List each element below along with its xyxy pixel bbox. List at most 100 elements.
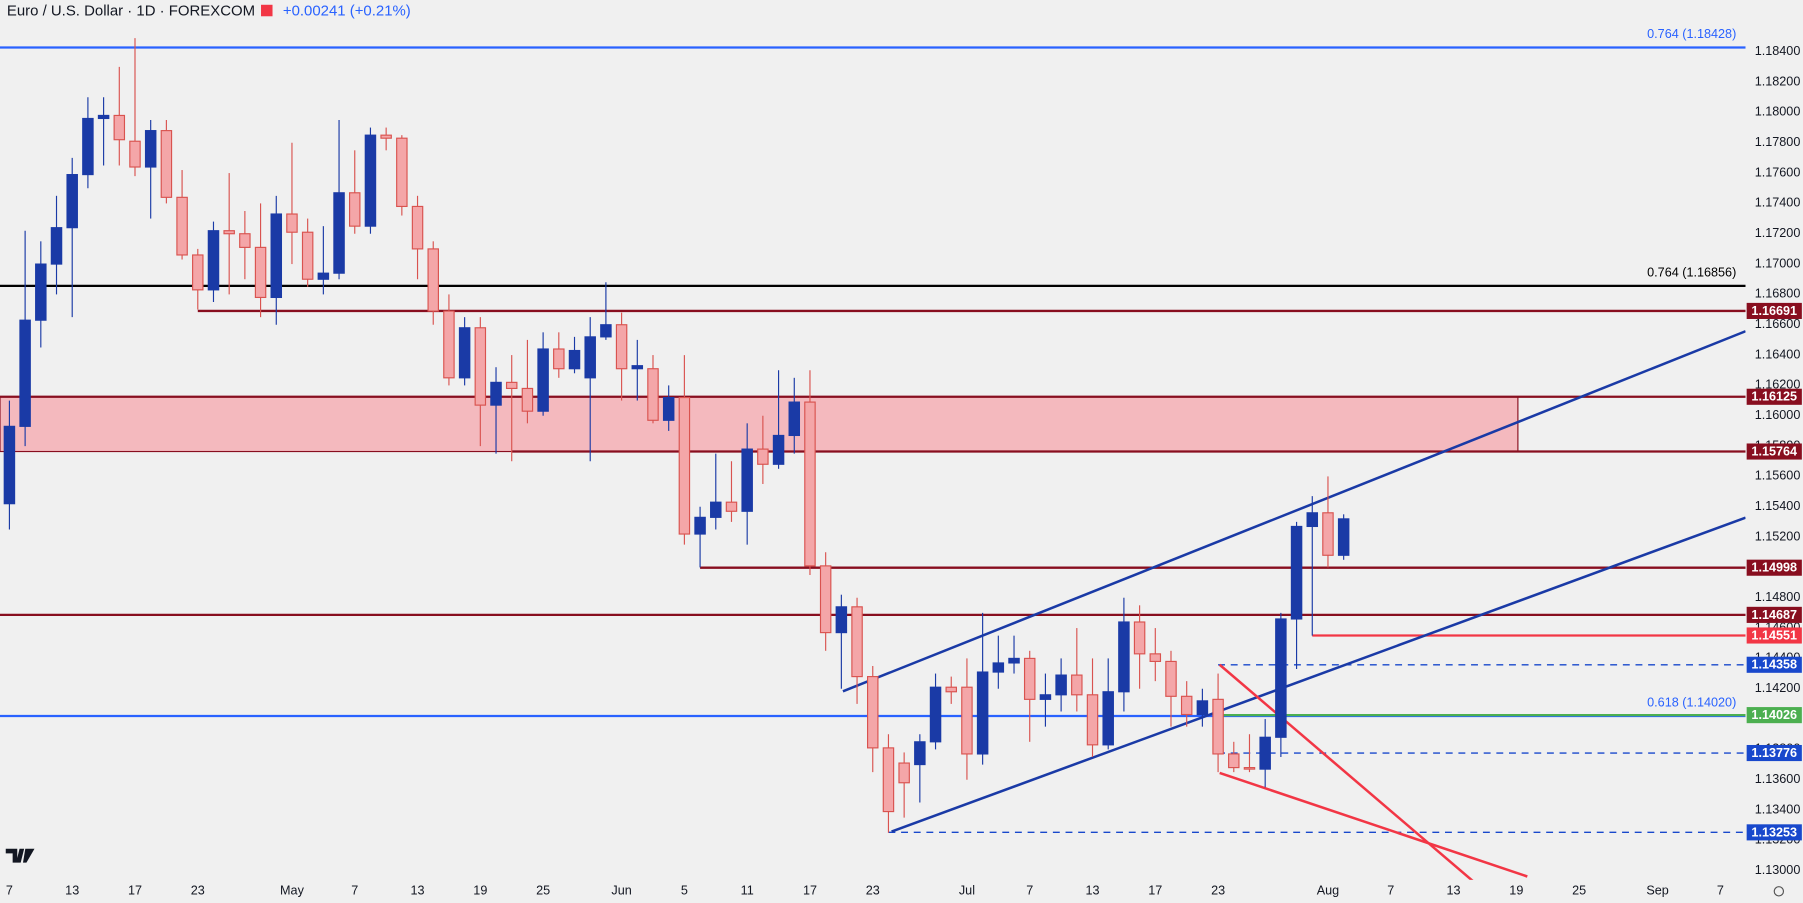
candle-body (144, 130, 157, 168)
x-tick-label: 17 (803, 884, 817, 898)
candle-body (160, 130, 173, 198)
y-tick-label: 1.18400 (1755, 44, 1801, 58)
price-tag (1746, 302, 1802, 319)
candle-body (584, 336, 596, 379)
y-tick-label: 1.16200 (1755, 378, 1801, 392)
flag-icon (261, 4, 273, 17)
y-tick-label: 1.17600 (1755, 165, 1801, 179)
candle-body (1071, 674, 1083, 696)
price-tag-label: 1.13253 (1751, 825, 1797, 839)
candle-body (19, 319, 31, 427)
candle-body (474, 327, 487, 406)
x-tick-label: 13 (411, 884, 425, 898)
candle-body (286, 213, 298, 233)
y-tick-label: 1.13400 (1755, 802, 1801, 816)
price-tag (1746, 559, 1802, 576)
price-tag (1746, 627, 1802, 644)
candle-body (490, 381, 502, 406)
x-tick-label: 23 (191, 884, 205, 898)
candle-body (725, 501, 738, 512)
candle-body (113, 114, 126, 141)
x-tick-label: 17 (128, 884, 142, 898)
candle-body (239, 233, 251, 248)
x-tick-label: 7 (351, 884, 358, 898)
candle-body (741, 448, 753, 512)
price-tag (1746, 388, 1802, 405)
y-tick-label: 1.15400 (1755, 499, 1801, 513)
x-tick-label: 13 (1085, 884, 1099, 898)
candle-body (961, 686, 973, 755)
candle-body (223, 230, 235, 235)
x-tick-label: 7 (1026, 884, 1033, 898)
price-tag (1746, 824, 1802, 841)
candle-body (835, 606, 848, 634)
x-tick-label: 11 (741, 884, 754, 898)
candle-body (505, 381, 518, 390)
fib-label: 0.764 (1.18428) (1647, 27, 1736, 41)
y-tick-label: 1.15200 (1755, 529, 1801, 543)
candle-body (631, 365, 644, 370)
x-tick-label: 7 (1387, 884, 1394, 898)
y-tick-label: 1.17000 (1755, 256, 1801, 270)
candle-body (898, 762, 910, 784)
candle-body (1196, 700, 1209, 716)
candle-body (1212, 698, 1224, 755)
y-tick-label: 1.14200 (1755, 681, 1801, 695)
x-tick-label: 23 (1211, 884, 1225, 898)
candle-body (537, 348, 549, 412)
candle-body (317, 272, 330, 280)
resistance-zone (0, 396, 1519, 453)
price-tag (1746, 656, 1802, 673)
y-tick-label: 1.18000 (1755, 105, 1801, 119)
candle-body (270, 213, 283, 299)
y-tick-label: 1.17200 (1755, 226, 1801, 240)
x-tick-label: 19 (473, 884, 487, 898)
candle-body (82, 117, 94, 176)
x-tick-label: Jul (959, 884, 975, 898)
price-tag-label: 1.13776 (1751, 746, 1797, 760)
candle-body (521, 387, 534, 412)
candle-body (710, 501, 722, 518)
x-tick-label: 7 (1717, 884, 1724, 898)
y-tick-label: 1.13000 (1755, 863, 1801, 877)
price-axis: 1.18400 1.18200 1.18000 1.17800 1.17600 1.174… (1746, 44, 1802, 877)
candle-body (458, 327, 471, 379)
candle-body (553, 348, 565, 370)
x-tick-label: May (280, 884, 305, 898)
candle-body (35, 263, 47, 321)
candle-body (50, 227, 63, 265)
y-tick-label: 1.17400 (1755, 196, 1801, 210)
candle-body (207, 230, 220, 291)
candle-body (333, 192, 345, 274)
candle-body (757, 448, 769, 465)
y-tick-label: 1.16800 (1755, 287, 1801, 301)
candle-body (851, 606, 863, 678)
candle-body (772, 434, 785, 465)
price-change: +0.00241 (+0.21%) (283, 3, 411, 20)
fib-label: 0.764 (1.16856) (1647, 266, 1736, 280)
x-tick-label: 13 (65, 884, 79, 898)
price-tag-label: 1.14358 (1751, 658, 1797, 672)
candle-body (1337, 518, 1350, 556)
candle-body (1275, 618, 1287, 738)
price-tag (1746, 744, 1802, 762)
candle-body (364, 134, 377, 227)
candle-body (1306, 512, 1319, 528)
trendline (842, 330, 1746, 693)
y-tick-label: 1.17800 (1755, 135, 1801, 149)
fib-label: 0.618 (1.14020) (1647, 696, 1736, 710)
candle-body (1149, 653, 1162, 663)
candle-body (380, 134, 392, 139)
candle-body (1023, 657, 1036, 700)
settings-icon[interactable] (1773, 886, 1785, 897)
candle-body (1180, 695, 1193, 716)
x-tick-label: 13 (1447, 884, 1461, 898)
price-tag (1746, 707, 1802, 724)
candle-body (443, 310, 455, 379)
candle-body (97, 114, 110, 120)
candle-body (396, 137, 408, 208)
candle-body (694, 516, 706, 535)
candle-body (1086, 694, 1099, 746)
price-tag-label: 1.14551 (1751, 628, 1797, 642)
